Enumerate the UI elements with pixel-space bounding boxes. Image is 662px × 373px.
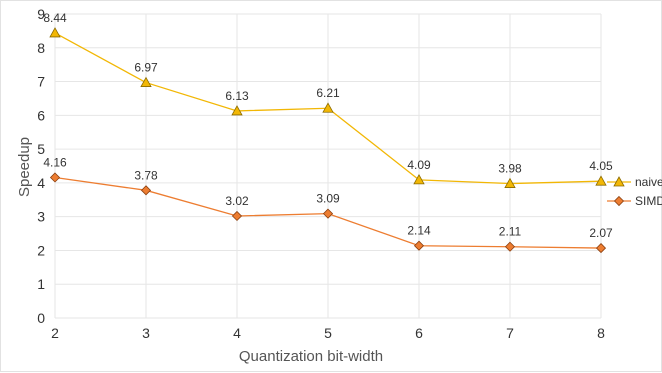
data-label-naive: 8.44 — [43, 11, 67, 25]
y-tick-label: 8 — [37, 40, 45, 56]
x-tick-label: 5 — [324, 325, 332, 341]
data-label-naive: 4.05 — [589, 159, 613, 173]
legend-label-naive: naive — [635, 175, 662, 189]
y-tick-label: 6 — [37, 107, 45, 123]
data-point-simd — [140, 185, 152, 196]
y-tick-label: 7 — [37, 74, 45, 90]
data-point-simd — [231, 210, 243, 222]
y-tick-label: 3 — [37, 209, 45, 225]
y-tick-label: 9 — [37, 6, 45, 22]
series-layer — [49, 27, 607, 254]
data-label-simd: 4.16 — [43, 155, 67, 169]
data-label-naive: 4.09 — [407, 158, 431, 172]
data-label-naive: 6.13 — [225, 89, 249, 103]
data-point-naive — [231, 105, 243, 116]
data-point-naive — [140, 76, 152, 87]
legend-label-simd: SIMD — [635, 194, 662, 208]
data-point-naive — [322, 102, 334, 113]
data-label-naive: 6.21 — [316, 86, 340, 100]
data-label-simd: 2.11 — [499, 225, 522, 239]
x-tick-label: 4 — [233, 325, 241, 341]
data-point-simd — [413, 240, 425, 251]
x-tick-label: 8 — [597, 325, 605, 341]
data-point-simd — [49, 172, 61, 183]
y-tick-label: 5 — [37, 141, 45, 157]
data-point-simd — [504, 241, 516, 252]
data-point-naive — [49, 27, 61, 38]
x-axis-ticks: 2 3 4 5 6 7 8 — [51, 325, 605, 341]
y-tick-label: 0 — [37, 310, 45, 326]
data-label-naive: 6.97 — [134, 61, 158, 75]
data-labels: 8.44 6.97 6.13 6.21 4.09 3.98 4.05 4.16 3.78 3.02… — [43, 11, 613, 240]
data-point-naive — [504, 177, 516, 188]
y-axis-ticks: 0 1 2 3 4 5 6 7 8 9 — [37, 6, 45, 326]
x-tick-label: 7 — [506, 325, 514, 341]
legend: naive SIMD — [607, 175, 662, 208]
x-axis-title: Quantization bit-width — [239, 348, 383, 365]
data-point-naive — [595, 175, 607, 186]
data-label-simd: 3.78 — [134, 168, 158, 182]
data-label-simd: 2.07 — [589, 226, 613, 240]
y-tick-label: 1 — [37, 276, 45, 292]
legend-marker-simd — [613, 195, 625, 207]
data-point-simd — [595, 243, 607, 254]
x-tick-label: 2 — [51, 325, 59, 341]
data-point-simd — [322, 208, 334, 219]
x-tick-label: 3 — [142, 325, 150, 341]
data-label-simd: 3.09 — [316, 192, 340, 206]
data-label-simd: 3.02 — [225, 194, 249, 208]
y-tick-label: 2 — [37, 242, 45, 258]
x-tick-label: 6 — [415, 325, 423, 341]
gridlines — [54, 13, 602, 319]
data-point-naive — [413, 174, 425, 185]
y-tick-label: 4 — [37, 175, 45, 191]
data-label-naive: 3.98 — [498, 162, 522, 176]
y-axis-title: Speedup — [16, 137, 33, 197]
legend-marker-naive — [613, 176, 625, 187]
data-label-simd: 2.14 — [407, 224, 431, 238]
